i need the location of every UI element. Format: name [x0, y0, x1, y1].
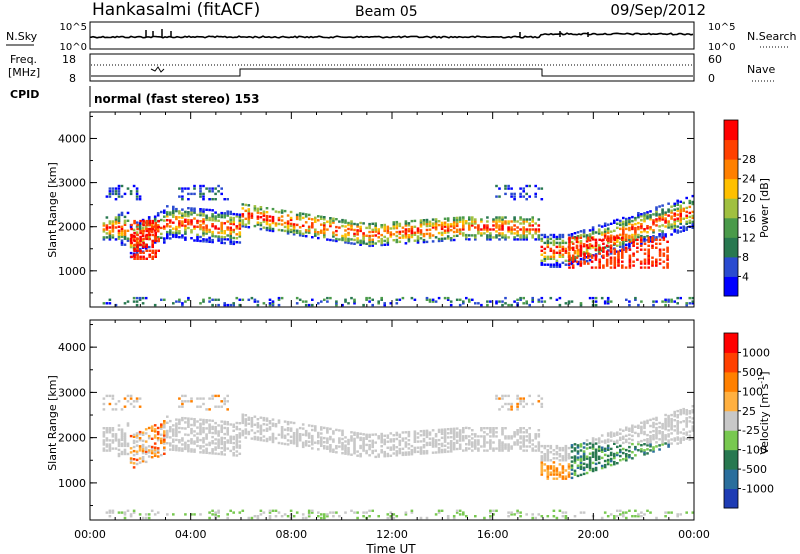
velocity-colorbar-tick-label: -25 [742, 424, 760, 437]
power-colorbar-label: Power [dB] [758, 178, 771, 238]
vel-cells [102, 394, 695, 520]
freq-trace [91, 68, 693, 77]
nsearch-label: N.Search [747, 30, 797, 43]
nsky-tick-bottom: 10^0 [60, 42, 87, 53]
power-ytick-label: 4000 [58, 132, 86, 145]
station-title: Hankasalmi (fitACF) [92, 0, 260, 20]
velocity-colorbar-tick-label: 500 [742, 366, 763, 379]
power-ytick-label: 1000 [58, 265, 86, 278]
power-colorbar-swatch [724, 237, 738, 258]
cpid-panel: CPID normal (fast stereo) 153 [10, 86, 260, 107]
power-colorbar-tick-label: 12 [742, 231, 756, 244]
vel-colorbar-swatch [724, 371, 738, 392]
cpid-value: normal (fast stereo) 153 [94, 92, 260, 106]
time-tick-label: 16:00 [477, 528, 509, 541]
time-tick-label: 00:00 [74, 528, 106, 541]
time-tick-label: 12:00 [376, 528, 408, 541]
time-tick-label: 20:00 [577, 528, 609, 541]
vel-colorbar-frame [723, 332, 739, 509]
nave-tick-top: 60 [708, 53, 722, 66]
velocity-colorbar-tick-label: 100 [742, 385, 763, 398]
vel-colorbar-swatch [724, 352, 738, 373]
vel-colorbar-swatch [724, 333, 738, 353]
vel-colorbar-swatch [724, 410, 738, 431]
power-colorbar-tick-label: 28 [742, 153, 756, 166]
velocity-colorbar-tick-label: 25 [742, 405, 756, 418]
velocity-panel: 1000 2000 3000 4000 00:00 04:00 08:00 12:00 16:0… [58, 319, 710, 541]
vel-colorbar-swatch [724, 449, 738, 470]
nsky-tick-top: 10^5 [60, 22, 87, 33]
power-colorbar: 4 8 12 16 20 24 28 [723, 119, 756, 297]
time-axis-label: Time UT [365, 542, 416, 554]
nsky-panel: N.Sky 10^5 10^0 10^5 10^0 N.Search [6, 21, 797, 53]
power-ytick-label: 3000 [58, 177, 86, 190]
vel-colorbar-swatch [724, 430, 738, 451]
power-ylabel: Slant Range [km] [46, 162, 59, 258]
time-tick-label: 04:00 [175, 528, 207, 541]
time-tick-label: 00:00 [678, 528, 710, 541]
power-colorbar-tick-label: 8 [742, 251, 749, 264]
freq-unit-label: [MHz] [8, 66, 40, 79]
power-colorbar-swatch [724, 120, 738, 141]
power-colorbar-swatch [724, 276, 738, 297]
power-colorbar-tick-label: 20 [742, 192, 756, 205]
vel-colorbar-swatch [724, 488, 738, 509]
power-colorbar-swatch [724, 198, 738, 219]
power-ytick-label: 2000 [58, 221, 86, 234]
velocity-colorbar-label: Velocity [m s-1] [757, 371, 771, 454]
power-colorbar-swatch [724, 217, 738, 238]
power-colorbar-tick-label: 24 [742, 173, 756, 186]
time-tick-label: 08:00 [275, 528, 307, 541]
nave-label: Nave [747, 63, 775, 76]
velocity-colorbar-tick-label: -100 [742, 444, 767, 457]
velocity-colorbar-tick-label: 1000 [742, 346, 770, 359]
nsearch-tick-bottom: 10^0 [708, 42, 735, 53]
power-colorbar-swatch [724, 139, 738, 160]
vel-ytick-label: 3000 [58, 386, 86, 399]
cpid-label: CPID [10, 88, 39, 101]
freq-glitch [150, 66, 165, 73]
freq-tick-bottom: 8 [69, 72, 76, 85]
freq-label: Freq. [10, 53, 37, 66]
vel-colorbar-swatch [724, 391, 738, 412]
power-colorbar-swatch [724, 256, 738, 277]
nave-tick-bottom: 0 [708, 72, 715, 85]
vel-ytick-label: 4000 [58, 341, 86, 354]
power-colorbar-swatch [724, 178, 738, 199]
nsky-label: N.Sky [6, 30, 38, 43]
power-colorbar-tick-label: 4 [742, 270, 749, 283]
velocity-colorbar: 1000 500 100 25 -25 -100 -500 -1000 [723, 332, 774, 509]
vel-ytick-label: 1000 [58, 477, 86, 490]
vel-colorbar-swatch [724, 469, 738, 490]
nsearch-tick-top: 10^5 [708, 22, 735, 33]
power-colorbar-frame [723, 119, 739, 297]
velocity-colorbar-tick-label: -1000 [742, 483, 774, 496]
power-frame [89, 111, 695, 308]
freq-tick-top: 18 [62, 53, 76, 66]
vel-ytick-label: 2000 [58, 432, 86, 445]
velocity-colorbar-tick-label: -500 [742, 463, 767, 476]
power-colorbar-tick-label: 16 [742, 212, 756, 225]
power-cells [102, 184, 695, 307]
power-colorbar-swatch [724, 159, 738, 180]
nsky-trace [90, 32, 694, 39]
date-title: 09/Sep/2012 [610, 1, 706, 19]
power-panel: 1000 2000 3000 4000 [58, 111, 695, 308]
beam-title: Beam 05 [355, 4, 418, 20]
freq-panel: Freq. [MHz] 18 8 60 0 Nave [8, 53, 775, 85]
velocity-ylabel: Slant Range [km] [46, 375, 59, 471]
